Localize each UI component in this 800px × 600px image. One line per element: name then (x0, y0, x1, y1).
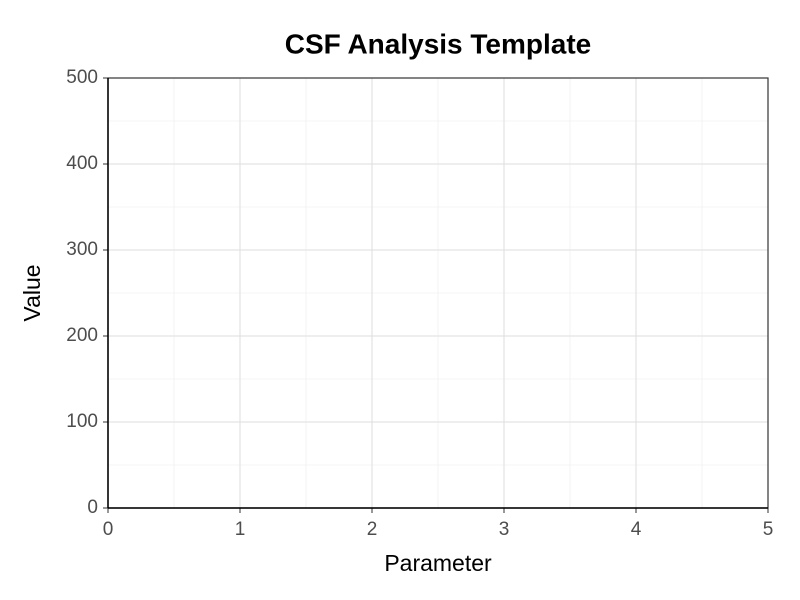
y-tick-label: 200 (66, 325, 98, 346)
x-tick-label: 1 (235, 519, 246, 540)
x-tick-label: 3 (499, 519, 510, 540)
y-tick-label: 300 (66, 239, 98, 260)
x-tick-label: 0 (103, 519, 114, 540)
x-tick-label: 2 (367, 519, 378, 540)
y-tick-label: 100 (66, 411, 98, 432)
y-tick-label: 0 (87, 497, 98, 518)
x-tick-label: 5 (763, 519, 774, 540)
y-axis-title: Value (19, 264, 45, 321)
y-tick-label: 400 (66, 153, 98, 174)
chart-title: CSF Analysis Template (285, 28, 592, 59)
x-axis-title: Parameter (384, 550, 492, 576)
x-tick-label: 4 (631, 519, 642, 540)
y-tick-label: 500 (66, 67, 98, 88)
